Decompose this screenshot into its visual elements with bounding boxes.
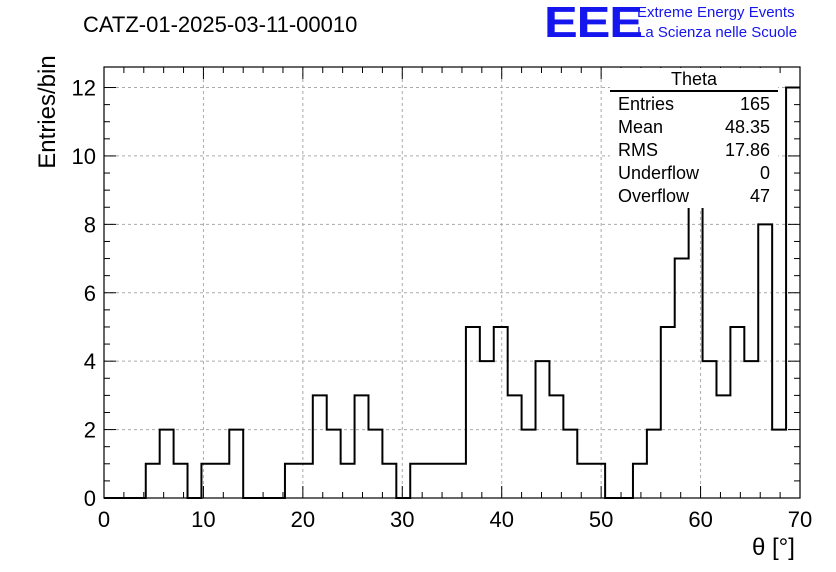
histogram-bin [313,395,327,498]
y-tick-label: 10 [72,144,96,169]
stats-row-entries: Entries 165 [610,93,778,116]
histogram-bin [689,190,703,498]
y-tick-label: 4 [84,349,96,374]
y-tick-label: 12 [72,76,96,101]
histogram-bin [494,327,508,498]
stats-value: 48.35 [724,117,770,137]
histogram-bin [355,395,369,498]
x-tick-label: 0 [98,507,110,532]
stats-row-rms: RMS 17.86 [610,139,778,162]
histogram-bin [229,430,243,498]
x-tick-label: 70 [788,507,812,532]
stats-box-title: Theta [610,68,778,92]
histogram-bin [716,395,730,498]
x-axis-label: θ [°] [752,534,795,561]
histogram-bin [508,395,522,498]
y-tick-label: 6 [84,281,96,306]
histogram-bin [744,361,758,498]
eee-logo: EEE [544,0,643,47]
histogram-bin [577,464,591,498]
histogram-bin [730,327,744,498]
histogram-bin [160,430,174,498]
stats-label: Mean [618,117,664,137]
histogram-bin [772,430,786,498]
x-tick-label: 20 [291,507,315,532]
y-tick-label: 0 [84,486,96,511]
x-tick-label: 40 [489,507,513,532]
stats-row-underflow: Underflow 0 [610,162,778,185]
stats-label: Entries [618,94,675,114]
histogram-bin [661,327,675,498]
histogram-bin [299,464,313,498]
x-tick-label: 30 [390,507,414,532]
histogram-bin [563,430,577,498]
histogram-bin [438,464,452,498]
stats-value: 17.86 [724,140,770,160]
plot-title: CATZ-01-2025-03-11-00010 [83,12,358,37]
histogram-bin [480,361,494,498]
histogram-bin [536,361,550,498]
histogram-bin [327,430,341,498]
histogram-bin [174,464,188,498]
stats-label: Underflow [618,163,700,183]
eee-logo-text: Extreme Energy Events La Scienza nelle S… [637,3,797,43]
histogram-bin [452,464,466,498]
histogram-bin [466,327,480,498]
histogram-bin [522,430,536,498]
y-tick-label: 2 [84,418,96,443]
histogram-bin [549,395,563,498]
x-tick-label: 60 [688,507,712,532]
x-tick-label: 50 [589,507,613,532]
histogram-bin [703,361,717,498]
plot-frame [103,66,801,499]
stats-row-overflow: Overflow 47 [610,185,778,208]
histogram-bin [591,464,605,498]
histogram-bin [146,464,160,498]
histogram-bin [285,464,299,498]
y-tick-label: 8 [84,212,96,237]
stats-row-mean: Mean 48.35 [610,116,778,139]
histogram-bin [633,464,647,498]
logo-line-2: La Scienza nelle Scuole [637,24,798,41]
histogram-bin [758,224,772,498]
y-axis-label: Entries/bin [34,55,61,169]
histogram-bin [424,464,438,498]
x-tick-label: 10 [191,507,215,532]
histogram-bin [647,430,661,498]
histogram-bin [675,259,689,498]
stats-box: Theta Entries 165 Mean 48.35 RMS 17.86 U… [610,68,778,208]
stats-value: 47 [749,186,770,206]
stats-value: 165 [739,94,770,114]
stats-value: 0 [759,163,770,183]
histogram-bin [215,464,229,498]
stats-label: RMS [618,140,658,160]
stats-label: Overflow [618,186,690,206]
histogram-bin [382,464,396,498]
histogram-bin [368,430,382,498]
logo-line-1: Extreme Energy Events [637,4,795,21]
